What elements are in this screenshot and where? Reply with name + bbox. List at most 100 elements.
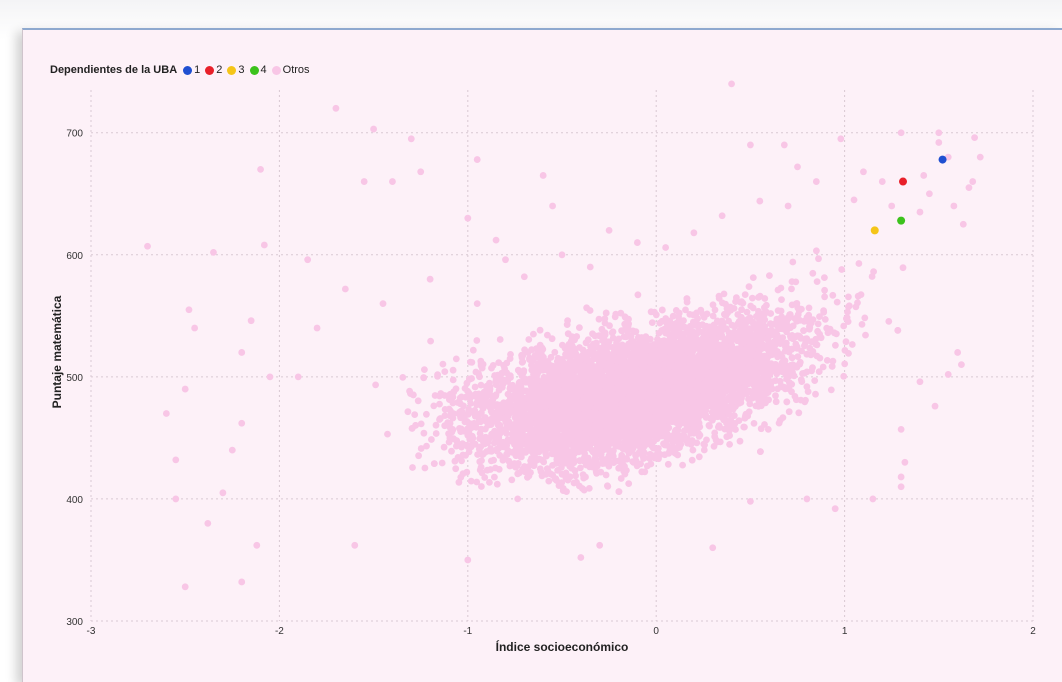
data-point: [742, 291, 749, 298]
data-point: [738, 298, 745, 305]
data-point: [421, 366, 428, 373]
data-point: [789, 259, 796, 266]
data-point: [466, 449, 473, 456]
data-point: [795, 409, 802, 416]
data-point: [812, 336, 819, 343]
data-point: [530, 331, 537, 338]
data-point: [497, 422, 504, 429]
data-point: [473, 337, 480, 344]
data-point: [494, 401, 501, 408]
data-point: [777, 378, 784, 385]
data-point: [750, 274, 757, 281]
data-point: [579, 485, 586, 492]
data-point: [563, 488, 570, 495]
data-point: [469, 359, 476, 366]
data-point: [460, 403, 467, 410]
data-point: [840, 373, 847, 380]
data-point: [828, 387, 835, 394]
data-point: [665, 461, 672, 468]
data-point: [441, 368, 448, 375]
data-point: [411, 411, 418, 418]
data-point: [862, 332, 869, 339]
data-point: [778, 296, 785, 303]
data-point: [723, 325, 730, 332]
data-point: [514, 496, 521, 503]
data-point: [625, 480, 632, 487]
data-point: [610, 328, 617, 335]
data-point: [751, 420, 758, 427]
data-point: [827, 326, 834, 333]
data-point: [457, 395, 464, 402]
data-point: [842, 347, 849, 354]
data-point: [690, 447, 697, 454]
data-point: [576, 324, 583, 331]
data-point: [766, 272, 773, 279]
data-point: [900, 264, 907, 271]
data-point: [428, 436, 435, 443]
data-point: [773, 398, 780, 405]
data-point: [644, 463, 651, 470]
data-point: [440, 361, 447, 368]
data-point: [590, 449, 597, 456]
data-point: [635, 291, 642, 298]
data-point: [544, 332, 551, 339]
data-point: [801, 398, 808, 405]
data-point: [696, 453, 703, 460]
data-point: [498, 384, 505, 391]
data-point: [558, 380, 565, 387]
data-point: [415, 452, 422, 459]
data-point: [476, 458, 483, 465]
data-point: [786, 408, 793, 415]
data-point: [822, 316, 829, 323]
data-point: [422, 465, 429, 472]
data-point: [794, 304, 801, 311]
data-point: [399, 374, 406, 381]
data-point: [702, 324, 709, 331]
data-point: [731, 422, 738, 429]
data-point: [434, 373, 441, 380]
data-point: [885, 318, 892, 325]
data-point: [622, 313, 629, 320]
data-point: [725, 318, 732, 325]
data-point: [648, 308, 655, 315]
data-point: [572, 467, 579, 474]
data-point: [511, 441, 518, 448]
data-point: [415, 397, 422, 404]
data-point: [679, 462, 686, 469]
data-point: [832, 342, 839, 349]
data-point: [586, 485, 593, 492]
data-point: [423, 443, 430, 450]
data-point: [789, 278, 796, 285]
data-point: [696, 322, 703, 329]
data-point: [670, 313, 677, 320]
data-point: [507, 351, 514, 358]
data-point: [448, 448, 455, 455]
data-point: [508, 477, 515, 484]
data-point: [505, 448, 512, 455]
data-point: [423, 411, 430, 418]
data-point: [409, 464, 416, 471]
data-point: [530, 356, 537, 363]
data-point: [624, 333, 631, 340]
data-point: [829, 292, 836, 299]
data-point: [437, 390, 444, 397]
data-point: [856, 260, 863, 267]
data-point: [581, 450, 588, 457]
data-point: [696, 420, 703, 427]
data-point: [861, 315, 868, 322]
data-point: [596, 316, 603, 323]
data-point: [816, 313, 823, 320]
data-point: [833, 331, 840, 338]
data-point: [452, 465, 459, 472]
data-point: [815, 321, 822, 328]
data-point: [610, 335, 617, 342]
data-point: [372, 382, 379, 389]
data-point: [812, 391, 819, 398]
data-point: [564, 321, 571, 328]
data-point: [441, 444, 448, 451]
data-point: [841, 361, 848, 368]
data-point: [804, 369, 811, 376]
data-point: [486, 479, 493, 486]
data-point: [732, 298, 739, 305]
otros-point-cloud: [372, 247, 906, 502]
